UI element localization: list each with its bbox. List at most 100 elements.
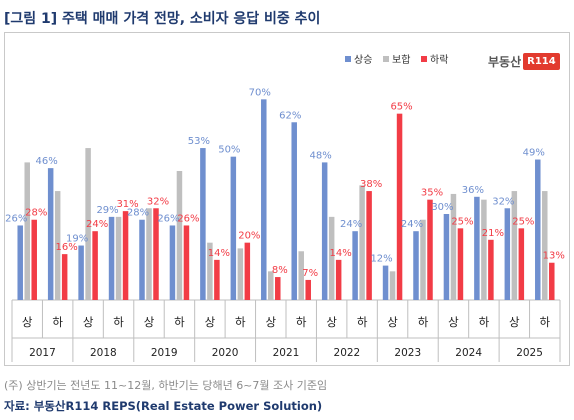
x-tick-year-2019: 2019 bbox=[151, 347, 178, 359]
legend-label-상승: 상승 bbox=[354, 54, 372, 66]
bar-하락-7 bbox=[244, 242, 251, 300]
data-label-상승-4: 28% bbox=[127, 208, 149, 219]
data-label-상승-15: 36% bbox=[462, 185, 484, 196]
data-label-하락-4: 32% bbox=[147, 196, 169, 207]
x-tick-half-15: 하 bbox=[479, 315, 490, 329]
data-label-하락-0: 28% bbox=[25, 208, 47, 219]
x-tick-year-2021: 2021 bbox=[273, 347, 300, 359]
bar-하락-13 bbox=[427, 199, 433, 300]
x-tick-half-6: 상 bbox=[205, 315, 216, 329]
data-label-상승-12: 12% bbox=[370, 254, 392, 265]
data-label-하락-12: 65% bbox=[390, 102, 412, 113]
x-tick-year-2017: 2017 bbox=[29, 347, 56, 359]
x-tick-half-12: 상 bbox=[387, 315, 398, 329]
legend-label-하락: 하락 bbox=[430, 53, 448, 66]
bar-하락-6 bbox=[214, 259, 220, 300]
bar-하락-4 bbox=[153, 208, 159, 300]
data-label-상승-14: 30% bbox=[431, 202, 453, 213]
data-label-상승-8: 70% bbox=[249, 87, 271, 98]
bar-상승-15 bbox=[474, 196, 480, 300]
data-label-하락-16: 25% bbox=[512, 216, 534, 227]
x-tick-half-13: 하 bbox=[418, 315, 429, 329]
bar-상승-6 bbox=[200, 148, 206, 300]
data-label-상승-2: 19% bbox=[66, 234, 88, 245]
x-tick-half-1: 하 bbox=[52, 315, 63, 329]
data-label-상승-16: 32% bbox=[492, 196, 514, 207]
x-tick-half-4: 상 bbox=[144, 315, 155, 329]
bar-상승-8 bbox=[261, 99, 267, 300]
x-tick-half-11: 하 bbox=[357, 315, 368, 329]
data-label-하락-5: 26% bbox=[177, 213, 199, 224]
data-label-상승-13: 24% bbox=[401, 219, 423, 230]
bar-하락-16 bbox=[518, 228, 525, 300]
data-label-하락-13: 35% bbox=[421, 188, 443, 199]
bar-상승-2 bbox=[78, 245, 84, 300]
bar-상승-10 bbox=[321, 162, 328, 300]
bar-상승-14 bbox=[443, 214, 450, 300]
bar-하락-17 bbox=[549, 262, 555, 300]
legend-label-보합: 보합 bbox=[392, 54, 410, 66]
bar-하락-3 bbox=[122, 211, 129, 300]
bar-보합-12 bbox=[389, 271, 396, 300]
x-tick-year-2020: 2020 bbox=[212, 347, 239, 359]
data-label-하락-8: 8% bbox=[272, 265, 288, 276]
bar-보합-10 bbox=[328, 216, 335, 300]
data-label-하락-10: 14% bbox=[330, 248, 352, 259]
x-tick-half-9: 하 bbox=[296, 315, 307, 329]
footnote: (주) 상반기는 전년도 11~12월, 하반기는 당해년 6~7월 조사 기준… bbox=[4, 379, 328, 392]
data-label-하락-7: 20% bbox=[238, 231, 260, 242]
bar-보합-2 bbox=[85, 148, 91, 300]
source-line: 자료: 부동산R114 REPS(Real Estate Power Solut… bbox=[4, 399, 323, 413]
bar-하락-8 bbox=[275, 277, 281, 300]
bar-보합-6 bbox=[207, 242, 213, 300]
bar-하락-5 bbox=[183, 225, 190, 300]
bar-하락-2 bbox=[92, 231, 98, 300]
bar-보합-17 bbox=[542, 191, 548, 300]
logo-text: 부동산 bbox=[488, 55, 522, 69]
bar-상승-0 bbox=[17, 225, 23, 300]
bar-상승-7 bbox=[230, 156, 237, 300]
data-label-하락-2: 24% bbox=[86, 219, 108, 230]
x-tick-half-0: 상 bbox=[22, 315, 33, 329]
x-tick-half-10: 상 bbox=[326, 315, 337, 329]
data-label-하락-9: 7% bbox=[302, 268, 318, 279]
data-label-상승-0: 26% bbox=[5, 213, 27, 224]
bar-상승-3 bbox=[108, 216, 115, 300]
x-tick-year-2023: 2023 bbox=[394, 347, 421, 359]
x-tick-year-2024: 2024 bbox=[455, 347, 482, 359]
bar-보합-4 bbox=[146, 208, 152, 300]
x-tick-half-5: 하 bbox=[174, 315, 185, 329]
bar-상승-4 bbox=[139, 219, 145, 300]
data-label-상승-17: 49% bbox=[523, 148, 545, 159]
bar-하락-11 bbox=[366, 191, 372, 300]
bar-상승-1 bbox=[47, 168, 54, 300]
x-tick-half-3: 하 bbox=[113, 315, 124, 329]
data-label-상승-5: 26% bbox=[157, 213, 179, 224]
data-label-상승-7: 50% bbox=[218, 145, 240, 156]
bar-보합-5 bbox=[176, 171, 183, 300]
bar-하락-15 bbox=[488, 239, 494, 300]
x-tick-year-2022: 2022 bbox=[334, 347, 361, 359]
bar-상승-13 bbox=[413, 231, 419, 300]
bar-상승-5 bbox=[169, 225, 176, 300]
x-tick-half-17: 하 bbox=[539, 315, 550, 329]
bar-보합-0 bbox=[24, 162, 30, 300]
bar-상승-11 bbox=[352, 231, 358, 300]
legend-swatch-하락 bbox=[421, 56, 427, 62]
bar-상승-12 bbox=[382, 265, 389, 300]
x-tick-half-8: 상 bbox=[265, 315, 276, 329]
data-label-하락-17: 13% bbox=[543, 251, 565, 262]
x-tick-year-2018: 2018 bbox=[90, 347, 117, 359]
bar-보합-11 bbox=[359, 185, 365, 300]
bar-하락-9 bbox=[305, 279, 311, 300]
bar-하락-0 bbox=[31, 219, 37, 300]
bar-하락-1 bbox=[61, 254, 68, 300]
brand-logo: 부동산 R114 bbox=[488, 53, 560, 70]
bar-하락-12 bbox=[396, 113, 403, 301]
bar-보합-9 bbox=[298, 251, 304, 300]
logo-badge: R114 bbox=[523, 53, 560, 70]
data-label-하락-3: 31% bbox=[116, 199, 138, 210]
x-tick-half-14: 상 bbox=[448, 315, 459, 329]
data-label-상승-11: 24% bbox=[340, 219, 362, 230]
x-tick-half-7: 하 bbox=[235, 315, 246, 329]
